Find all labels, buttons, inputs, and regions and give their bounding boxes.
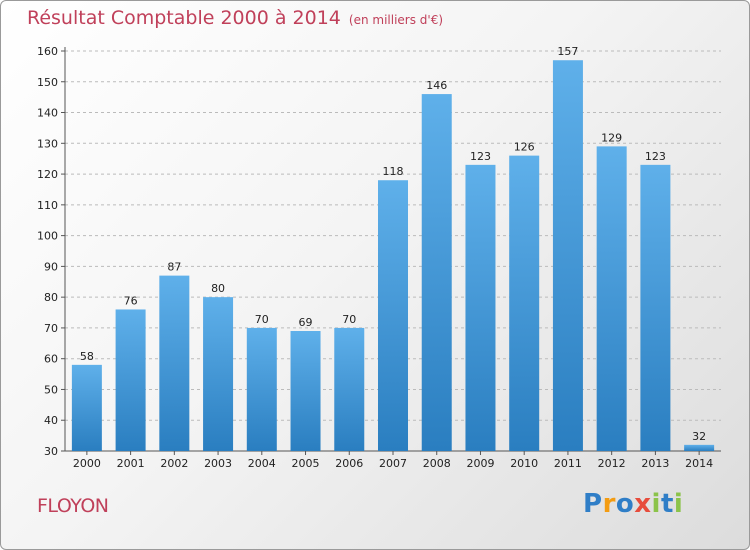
chart-subtitle: (en milliers d'€) (348, 13, 444, 27)
x-tick-label: 2007 (379, 457, 407, 470)
bar (115, 309, 146, 451)
x-tick-label: 2012 (598, 457, 626, 470)
logo-letter: o (615, 489, 635, 519)
x-tick-label: 2002 (160, 457, 188, 470)
bar (465, 164, 496, 451)
logo-letter: t (660, 489, 674, 519)
x-tick-label: 2013 (641, 457, 669, 470)
bar (640, 164, 671, 451)
bar-value-label: 76 (124, 294, 138, 307)
bar (159, 275, 190, 451)
y-tick-label: 100 (37, 230, 58, 243)
bar-value-label: 126 (514, 141, 535, 154)
y-tick-label: 110 (37, 199, 58, 212)
bar-value-label: 70 (255, 313, 269, 326)
bar (421, 94, 452, 452)
x-tick-label: 2014 (685, 457, 713, 470)
chart-title: Résultat Comptable 2000 à 2014 (en millie… (27, 7, 443, 29)
x-tick-label: 2009 (466, 457, 494, 470)
bar-value-label: 123 (645, 150, 666, 163)
bar-value-label: 32 (692, 430, 706, 443)
bar-value-label: 70 (342, 313, 356, 326)
y-tick-label: 130 (37, 137, 58, 150)
bar (684, 444, 715, 451)
y-tick-label: 120 (37, 168, 58, 181)
x-tick-label: 2005 (292, 457, 320, 470)
x-tick-label: 2004 (248, 457, 276, 470)
x-tick-label: 2011 (554, 457, 582, 470)
logo-letter: x (634, 489, 652, 519)
logo-letter: i (651, 489, 661, 519)
x-tick-label: 2003 (204, 457, 232, 470)
bar (552, 60, 583, 451)
bar-value-label: 80 (211, 282, 225, 295)
y-tick-label: 50 (44, 383, 58, 396)
bar (203, 297, 234, 451)
y-tick-label: 150 (37, 76, 58, 89)
x-tick-label: 2001 (117, 457, 145, 470)
y-tick-label: 90 (44, 260, 58, 273)
bar (246, 327, 277, 451)
y-tick-label: 70 (44, 322, 58, 335)
y-tick-label: 80 (44, 291, 58, 304)
logo-letter: i (673, 489, 684, 519)
bar (596, 146, 627, 451)
bar-value-label: 87 (167, 261, 181, 274)
x-tick-label: 2000 (73, 457, 101, 470)
place-name: FLOYON (37, 495, 109, 517)
y-tick-label: 30 (44, 445, 58, 458)
x-tick-label: 2006 (335, 457, 363, 470)
bar (71, 364, 102, 451)
y-tick-label: 160 (37, 45, 58, 58)
bar-value-label: 118 (383, 165, 404, 178)
bar-value-label: 58 (80, 350, 94, 363)
bar (509, 155, 540, 451)
proxiti-logo: Proxiti (583, 489, 683, 519)
bar-value-label: 146 (426, 79, 447, 92)
bar (290, 331, 321, 451)
chart-title-text: Résultat Comptable 2000 à 2014 (27, 7, 341, 29)
logo-letter: r (602, 489, 616, 519)
y-tick-label: 60 (44, 353, 58, 366)
x-tick-label: 2010 (510, 457, 538, 470)
bar-value-label: 129 (601, 131, 622, 144)
y-tick-label: 140 (37, 107, 58, 120)
bar (334, 327, 365, 451)
bar-value-label: 69 (299, 316, 313, 329)
bar (378, 180, 408, 451)
y-tick-label: 40 (44, 414, 58, 427)
bar-value-label: 157 (557, 45, 578, 58)
logo-letter: P (583, 489, 603, 519)
x-tick-label: 2008 (423, 457, 451, 470)
bar-value-label: 123 (470, 150, 491, 163)
